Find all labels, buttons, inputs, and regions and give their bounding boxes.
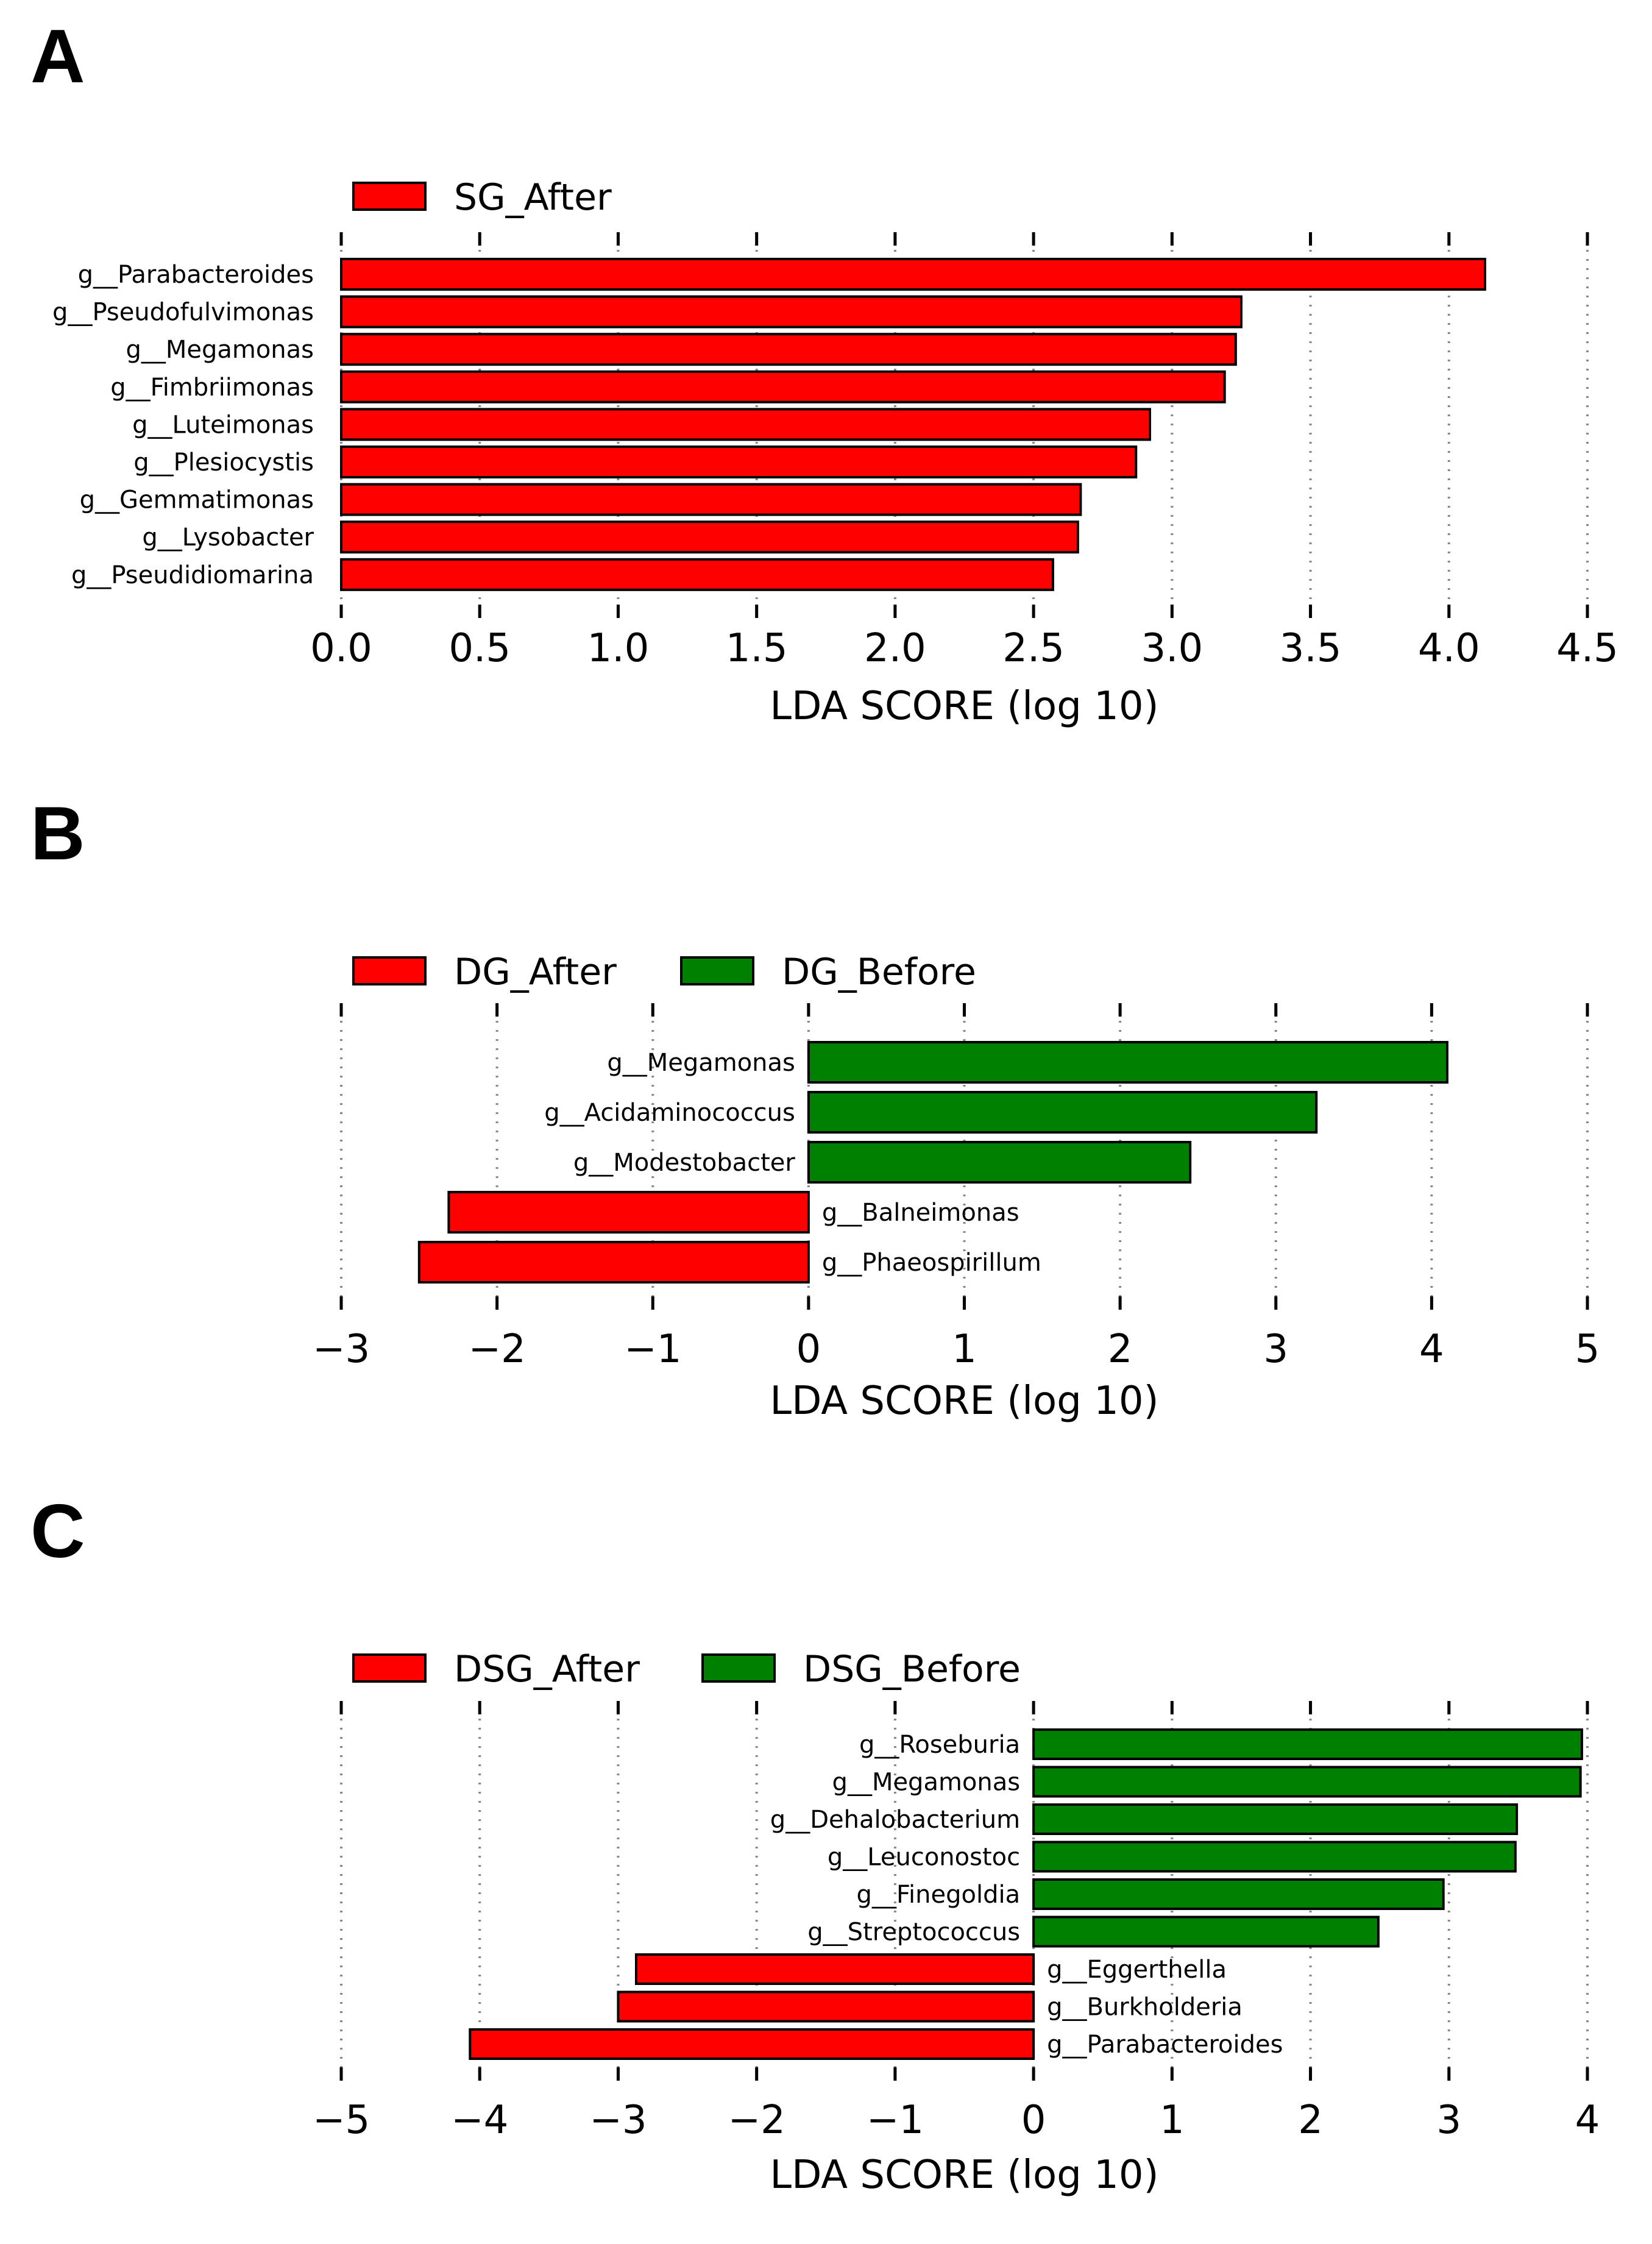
bar-g-acidaminococcus [807,1091,1318,1134]
bar-g-megamonas [1032,1766,1582,1798]
bar-g-streptococcus [1032,1916,1380,1948]
bar-g-balneimonas [447,1191,810,1234]
x-tick-label: −2 [728,2098,785,2143]
bar-g-megamonas [340,333,1237,366]
category-label: g__Pseudidiomarina [71,561,314,589]
x-tick-label: 4 [1575,2098,1600,2143]
category-label: g__Pseudofulvimonas [52,299,314,327]
x-tick-label: −1 [624,1327,681,1372]
x-tick-label: −5 [313,2098,370,2143]
x-tick-label: 5 [1575,1327,1600,1372]
legend-label-dsg-after: DSG_After [454,1648,640,1691]
bar-g-fimbriimonas [340,370,1226,403]
x-axis-title: LDA SCORE (log 10) [770,684,1158,729]
bar-g-luteimonas [340,408,1151,441]
x-tick-label: 2 [1108,1327,1133,1372]
category-label: g__Burkholderia [1047,1994,1243,2022]
x-tick-label: 3.0 [1141,626,1203,671]
bar-g-parabacteroides [340,258,1486,291]
x-tick-label: 1 [1160,2098,1185,2143]
legend-label-sg-after: SG_After [454,176,612,219]
category-label: g__Eggerthella [1047,1956,1227,1984]
panel-label-c: C [30,1489,85,1574]
category-label: g__Modestobacter [573,1149,796,1177]
category-label: g__Acidaminococcus [544,1099,795,1127]
bar-g-roseburia [1032,1728,1583,1760]
panel-label-a: A [30,15,85,99]
x-tick-label: 0.0 [310,626,372,671]
legend-swatch-dsg-after [352,1653,427,1683]
bar-g-megamonas [807,1041,1448,1084]
x-tick-label: 0.5 [448,626,511,671]
category-label: g__Plesiocystis [133,449,314,477]
x-tick-label: 3 [1436,2098,1461,2143]
chart-panel-c: DSG_After DSG_Before −5 −4 −3 −2 −1 0 1 2 3 4 g__Ros… [313,1648,1600,2198]
category-label: g__Phaeospirillum [822,1249,1041,1277]
bar-g-eggerthella [634,1953,1035,1985]
x-axis-title: LDA SCORE (log 10) [770,2153,1158,2198]
bar-g-pseudidiomarina [340,558,1054,591]
category-label: g__Streptococcus [807,1919,1020,1947]
x-tick-label: 2.5 [1002,626,1065,671]
x-tick-label: 4 [1419,1327,1444,1372]
x-tick-label: 4.0 [1418,626,1480,671]
chart-panel-a: SG_After 0.0 0.5 1.0 1.5 2.0 2.5 3.0 3.5 4.0 4.5 g_… [52,176,1618,729]
x-tick-label: −2 [468,1327,525,1372]
bar-g-pseudofulvimonas [340,295,1243,328]
legend-label-dg-before: DG_Before [782,951,976,993]
legend-label-dg-after: DG_After [454,951,617,993]
category-label: g__Roseburia [859,1731,1020,1759]
bar-g-plesiocystis [340,446,1138,478]
bar-g-phaeospirillum [417,1241,810,1284]
legend-swatch-dsg-before [701,1653,776,1683]
x-tick-label: 1.5 [726,626,788,671]
category-label: g__Dehalobacterium [770,1806,1020,1834]
category-label: g__Megamonas [607,1049,795,1077]
legend-label-dsg-before: DSG_Before [803,1648,1021,1691]
category-label: g__Luteimonas [132,411,314,439]
bar-g-modestobacter [807,1141,1192,1184]
bar-g-dehalobacterium [1032,1803,1519,1835]
category-label: g__Finegoldia [857,1881,1021,1909]
x-tick-label: 0 [796,1327,821,1372]
legend-swatch-dg-after [352,956,427,985]
x-tick-label: −3 [589,2098,647,2143]
x-tick-label: −3 [313,1327,370,1372]
category-label: g__Balneimonas [822,1199,1019,1227]
x-tick-label: 3.5 [1280,626,1342,671]
category-label: g__Lysobacter [142,524,314,552]
category-label: g__Gemmatimonas [80,486,314,514]
bar-g-finegoldia [1032,1878,1445,1910]
x-tick-label: 4.5 [1556,626,1618,671]
x-tick-label: 1.0 [587,626,650,671]
legend-swatch-sg-after [352,182,427,211]
x-tick-label: 1 [952,1327,977,1372]
category-label: g__Fimbriimonas [110,374,314,402]
x-axis-title: LDA SCORE (log 10) [770,1379,1158,1424]
legend-swatch-dg-before [680,956,754,985]
x-tick-label: −4 [451,2098,508,2143]
bar-g-lysobacter [340,520,1079,554]
x-tick-label: −1 [867,2098,924,2143]
x-tick-label: 2 [1298,2098,1323,2143]
bar-g-gemmatimonas [340,483,1082,516]
category-label: g__Parabacteroides [78,261,314,289]
x-tick-label: 2.0 [864,626,926,671]
x-tick-label: 3 [1263,1327,1288,1372]
bar-g-leuconostoc [1032,1841,1517,1873]
panel-label-b: B [30,792,85,876]
bar-g-burkholderia [617,1990,1035,2023]
category-label: g__Leuconostoc [828,1844,1020,1872]
category-label: g__Parabacteroides [1047,2031,1283,2059]
bar-g-parabacteroides [469,2028,1035,2060]
chart-panel-b: DG_After DG_Before −3 −2 −1 0 1 2 3 4 5 g__Megamona… [313,951,1600,1424]
category-label: g__Megamonas [832,1769,1021,1797]
category-label: g__Megamonas [126,336,314,364]
x-tick-label: 0 [1021,2098,1046,2143]
